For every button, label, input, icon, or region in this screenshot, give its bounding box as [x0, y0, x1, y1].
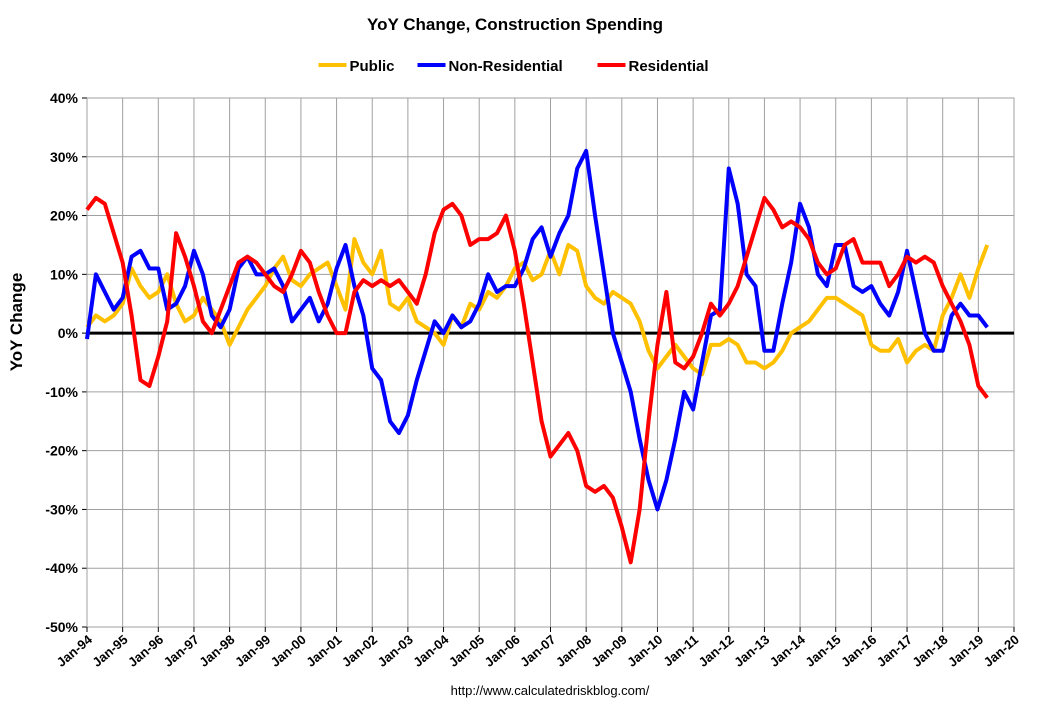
legend-label: Public — [350, 58, 395, 75]
y-tick-label: -10% — [45, 384, 78, 400]
y-tick-label: 10% — [50, 266, 79, 282]
legend: Public Non-Residential Residential — [318, 58, 709, 75]
legend-label: Residential — [629, 58, 709, 75]
legend-label: Non-Residential — [449, 58, 563, 75]
y-tick-label: -50% — [45, 619, 78, 635]
series-line — [85, 148, 989, 512]
y-tick-label: 20% — [50, 208, 79, 224]
y-tick-label: -30% — [45, 501, 78, 517]
y-tick-label: 30% — [50, 149, 79, 165]
y-tick-label: -20% — [45, 443, 78, 459]
y-axis-label: YoY Change — [7, 273, 26, 372]
series-line — [85, 195, 989, 565]
y-tick-label: 40% — [50, 90, 79, 106]
source: http://www.calculatedriskblog.com/ — [451, 683, 650, 698]
y-tick-label: 0% — [58, 325, 79, 341]
series-line — [85, 237, 990, 377]
chart-title: YoY Change, Construction Spending — [367, 15, 663, 34]
y-tick-label: -40% — [45, 560, 78, 576]
